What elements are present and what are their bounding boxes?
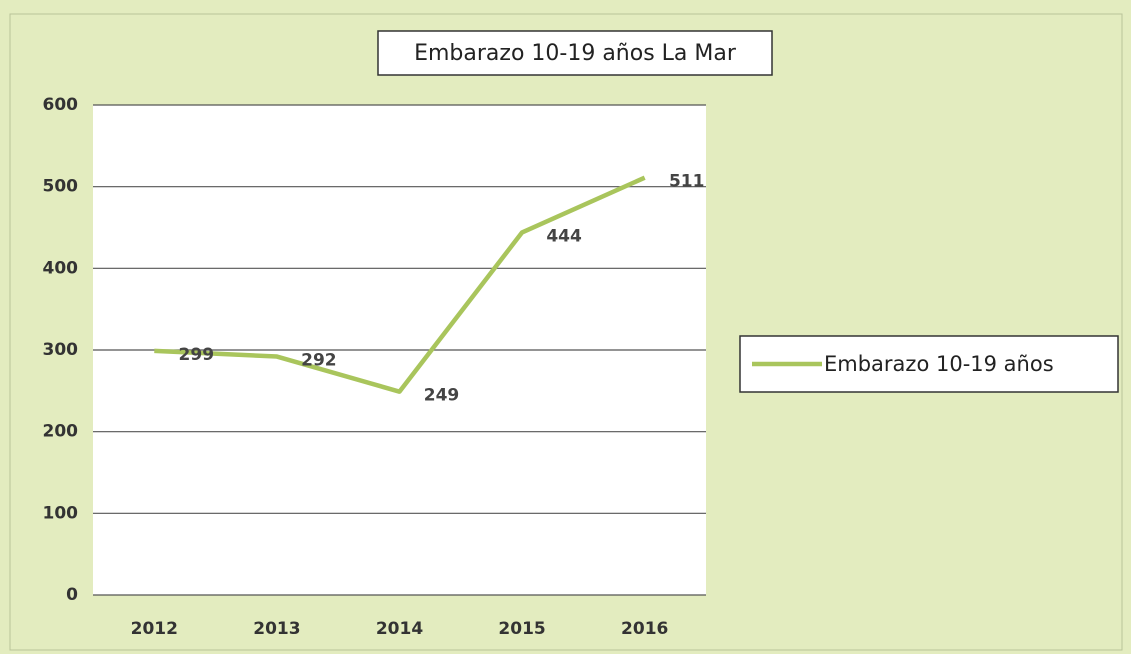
line xyxy=(154,175,646,394)
x-tick-label: 2013 xyxy=(253,619,300,639)
y-tick-label: 200 xyxy=(43,422,79,442)
x-tick-label: 2012 xyxy=(131,619,178,639)
x-tick-label: 2015 xyxy=(498,619,545,639)
data-label: 249 xyxy=(424,386,460,406)
x-tick-label: 2016 xyxy=(621,619,668,639)
y-tick-label: 500 xyxy=(43,177,79,197)
y-tick-label: 400 xyxy=(43,258,79,278)
chart-title: Embarazo 10-19 años La Mar xyxy=(414,41,737,66)
data-label: 444 xyxy=(546,226,582,246)
title-box xyxy=(377,30,773,76)
data-label: 292 xyxy=(301,351,337,371)
y-tick-label: 0 xyxy=(66,585,78,605)
data-label: 511 xyxy=(669,172,705,192)
y-tick-label: 100 xyxy=(43,503,79,523)
x-tick-label: 2014 xyxy=(376,619,423,639)
data-label: 299 xyxy=(179,345,215,365)
legend-label: Embarazo 10-19 años xyxy=(824,352,1054,376)
y-tick-label: 300 xyxy=(43,340,79,360)
y-tick-label: 600 xyxy=(43,95,79,115)
